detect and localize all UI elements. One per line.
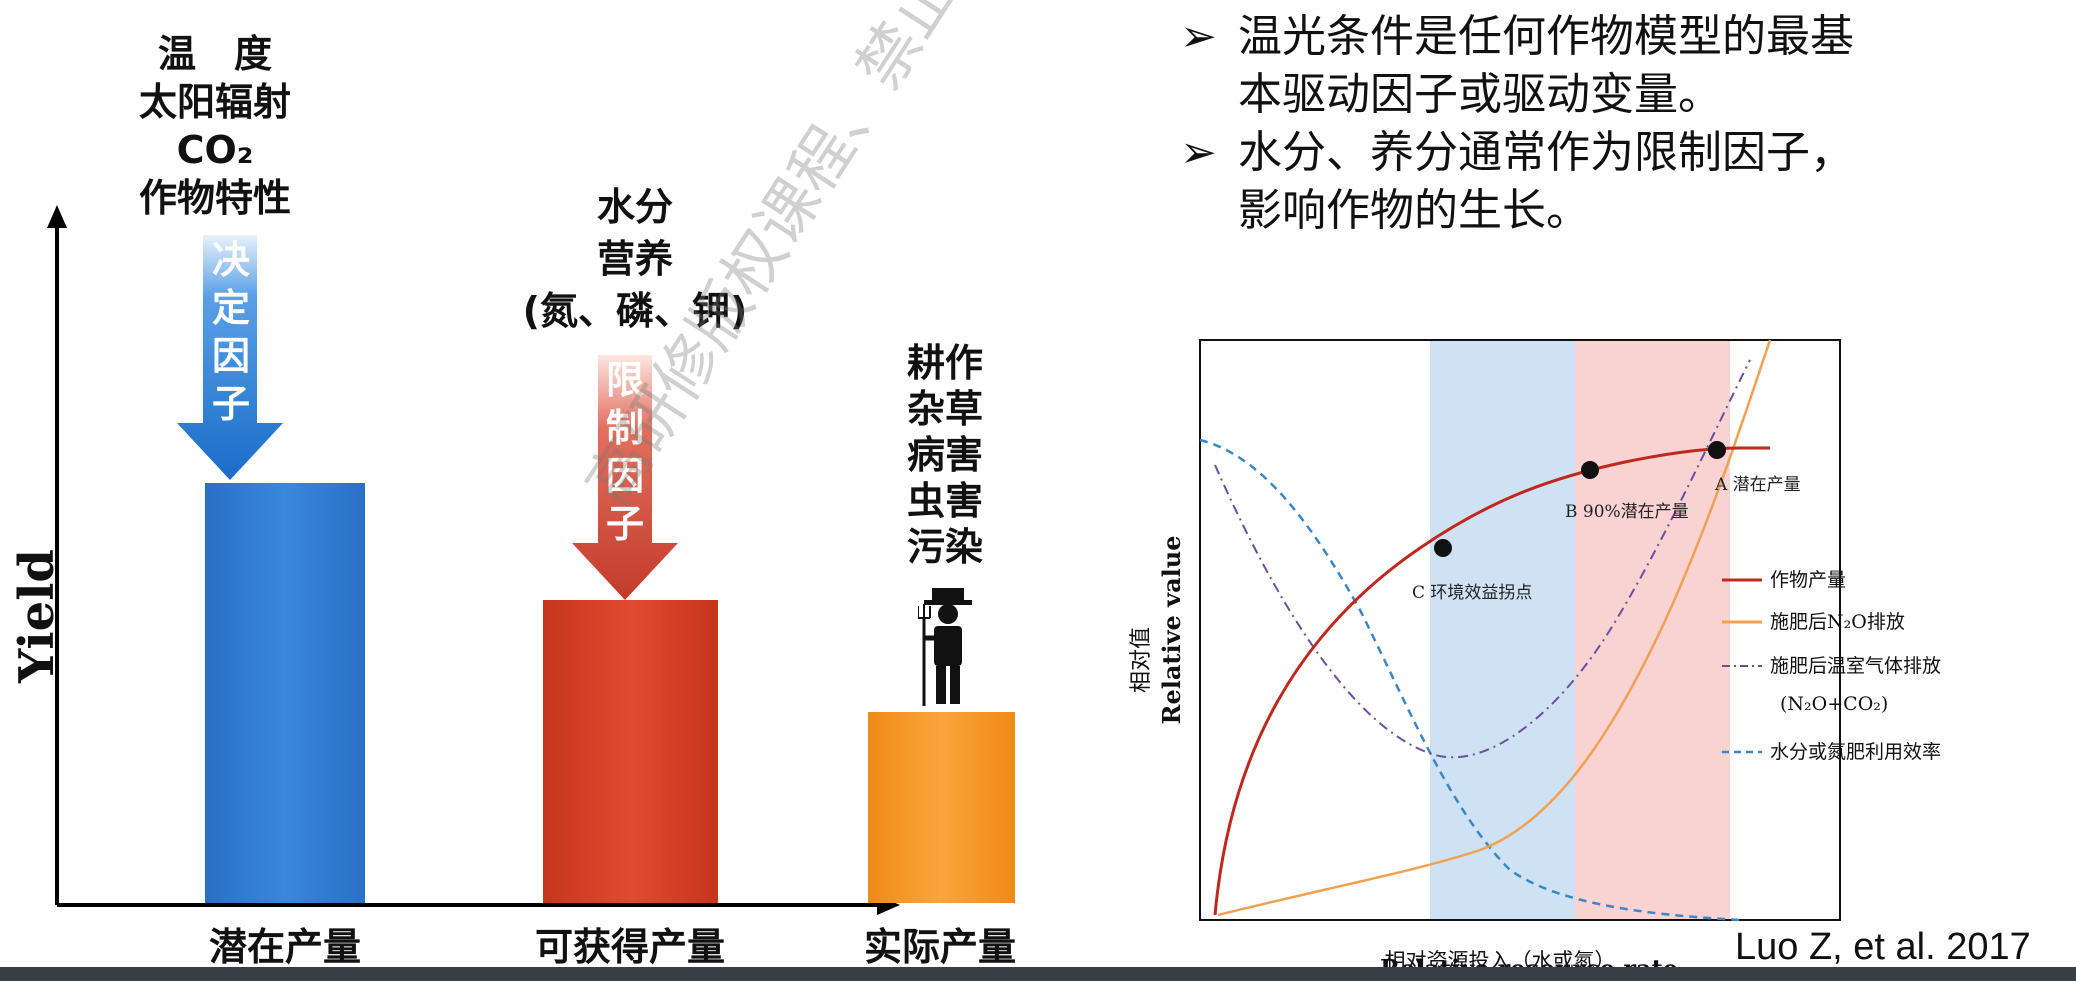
farmer-icon (918, 588, 972, 706)
point-b-label: B 90%潜在产量 (1565, 502, 1689, 522)
factor-co2: CO₂ (176, 128, 254, 172)
legend-item-label: (N₂O+CO₂) (1780, 693, 1888, 715)
point-c-label: C 环境效益拐点 (1412, 583, 1532, 603)
n2o-curve (1217, 339, 1772, 917)
yield-axes (47, 205, 900, 915)
point-a-label: A 潜在产量 (1714, 475, 1801, 495)
y-label-cn: 相对值 (1129, 627, 1154, 693)
yield-curve (1213, 446, 1770, 916)
arrow-char: 决 (211, 238, 250, 282)
pink-band (1575, 340, 1730, 920)
bullet-item: ➢ 温光条件是任何作物模型的最基 本驱动因子或驱动变量。 (1180, 8, 2060, 124)
arrow-char: 子 (211, 382, 250, 426)
arrow-char: 定 (211, 286, 250, 330)
factor-temperature: 温 度 (157, 32, 272, 76)
bar-label-actual: 实际产量 (863, 925, 1016, 969)
determining-factor-arrow (177, 235, 283, 480)
arrow-char: 制 (605, 406, 644, 450)
factor-disease: 病害 (906, 433, 983, 477)
bar-potential-yield (205, 483, 365, 903)
arrow-char: 子 (605, 502, 644, 546)
arrow-char: 限 (605, 358, 644, 402)
bar-label-attainable: 可获得产量 (534, 925, 725, 969)
arrow-char: 因 (605, 454, 644, 498)
bullet-list: ➢ 温光条件是任何作物模型的最基 本驱动因子或驱动变量。 ➢ 水分、养分通常作为… (1180, 8, 2060, 240)
factor-weeds: 杂草 (906, 387, 983, 431)
arrow-char: 因 (211, 334, 250, 378)
bullet-item: ➢ 水分、养分通常作为限制因子， 影响作物的生长。 (1180, 124, 2060, 240)
factor-list-water-group: 水分 营养 (氮、磷、钾) (500, 183, 770, 335)
citation: Luo Z, et al. 2017 (1735, 926, 2031, 968)
ghg-curve (1214, 359, 1751, 759)
factor-solar-radiation: 太阳辐射 (138, 80, 291, 124)
limiting-factor-arrow (572, 355, 678, 600)
y-axis-label: Yield (9, 549, 65, 683)
arrowhead-bullet-icon: ➢ (1180, 127, 1217, 178)
legend-item-label: 施肥后温室气体排放 (1770, 655, 1941, 677)
arrowhead-bullet-icon: ➢ (1180, 11, 1217, 62)
determining-factor-text: 决定因子 (206, 236, 256, 428)
point-a (1708, 441, 1726, 459)
factor-crop-traits: 作物特性 (138, 176, 291, 220)
legend-item-label: 作物产量 (1770, 569, 1846, 591)
legend-item-label: 施肥后N₂O排放 (1770, 611, 1905, 633)
y-label-en: Relative value (1157, 536, 1186, 725)
point-b (1581, 461, 1599, 479)
resource-response-graph: C 环境效益拐点 B 90%潜在产量 A 潜在产量 相对值 Relative v… (1129, 339, 1941, 973)
bar-attainable-yield (543, 600, 718, 903)
bar-actual-yield (868, 712, 1015, 903)
bar-label-potential: 潜在产量 (208, 925, 361, 969)
limiting-factor-text: 限制因子 (600, 356, 650, 548)
legend-item-label: 水分或氮肥利用效率 (1770, 741, 1941, 763)
factor-list-reducing-group: 耕作 杂草 病害 虫害 污染 (890, 340, 1000, 570)
factor-water: 水分 (596, 185, 673, 229)
factor-nutrition: 营养 (596, 237, 673, 281)
factor-tillage: 耕作 (906, 341, 983, 385)
legend: 作物产量 施肥后N₂O排放 施肥后温室气体排放 (N₂O+CO₂) 水分或氮肥利… (1722, 569, 1941, 763)
factor-list-temperature-group: 温 度 太阳辐射 CO₂ 作物特性 (130, 30, 300, 222)
factor-pests: 虫害 (906, 479, 983, 523)
factor-npk: (氮、磷、钾) (522, 289, 748, 333)
blue-band (1430, 340, 1575, 920)
point-c (1434, 539, 1452, 557)
bottom-taskbar (0, 967, 2076, 981)
factor-pollution: 污染 (906, 525, 983, 569)
